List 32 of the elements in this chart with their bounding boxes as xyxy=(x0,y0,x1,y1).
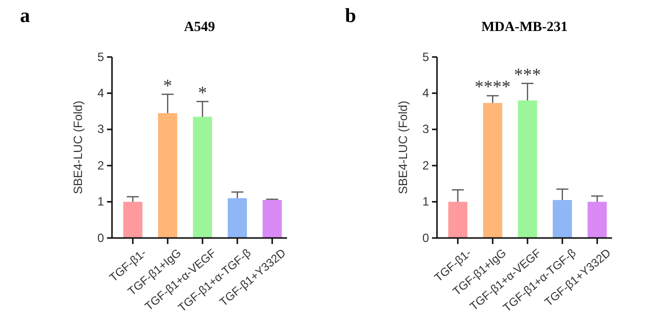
y-tick-label: 1 xyxy=(97,194,104,209)
y-tick-label: 2 xyxy=(97,158,104,172)
y-axis-title: SBE4-LUC (Fold) xyxy=(71,100,85,194)
y-tick-label: 5 xyxy=(422,50,430,64)
y-axis-title: SBE4-LUC (Fold) xyxy=(396,100,410,194)
text: b xyxy=(345,5,356,27)
text: a xyxy=(20,5,30,27)
y-tick-label: 3 xyxy=(97,122,104,136)
y-tick-label: 5 xyxy=(97,50,104,64)
y-tick-label: 1 xyxy=(422,194,430,209)
annotation: * xyxy=(198,82,207,103)
bar xyxy=(262,200,282,238)
bar xyxy=(228,198,247,238)
chart-title: A549 xyxy=(184,20,216,35)
y-tick-label: 3 xyxy=(422,122,430,136)
bar xyxy=(448,202,468,238)
bar xyxy=(158,113,178,238)
y-tick-label: 0 xyxy=(97,230,104,245)
bar xyxy=(483,102,502,238)
annotation: * xyxy=(163,75,172,96)
y-tick-label: 4 xyxy=(422,86,430,100)
bar xyxy=(588,202,607,238)
bar xyxy=(518,100,538,238)
bar xyxy=(192,116,212,238)
chart-title: MDA-MB-231 xyxy=(481,20,568,35)
y-tick-label: 4 xyxy=(97,86,104,100)
annotation: *** xyxy=(514,64,541,84)
bar xyxy=(123,202,142,238)
y-tick-label: 0 xyxy=(422,230,430,245)
bar xyxy=(552,200,572,238)
annotation: **** xyxy=(474,76,511,97)
y-tick-label: 2 xyxy=(422,158,430,172)
